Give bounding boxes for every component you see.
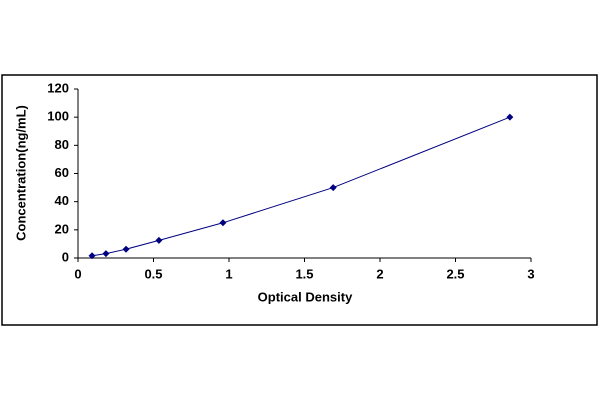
x-tick-label: 0.5: [144, 266, 162, 281]
x-tick-label: 3: [527, 266, 534, 281]
x-tick-label: 2: [376, 266, 383, 281]
y-tick-label: 100: [47, 109, 69, 124]
point: [506, 113, 514, 121]
point: [122, 245, 130, 253]
y-tick-label: 40: [55, 193, 69, 208]
x-tick-label: 2.5: [446, 266, 464, 281]
chart-frame: [1, 74, 598, 326]
y-tick-label: 60: [55, 165, 69, 180]
y-axis-label: Concentration(ng/mL): [13, 105, 28, 241]
y-tick-label: 120: [47, 80, 69, 95]
point: [219, 219, 227, 227]
x-tick-label: 1.5: [295, 266, 313, 281]
point: [102, 250, 110, 258]
y-tick-label: 0: [62, 249, 69, 264]
x-axis-label: Optical Density: [258, 289, 353, 304]
x-tick-label: 1: [225, 266, 232, 281]
point: [88, 252, 96, 260]
y-tick-label: 80: [55, 137, 69, 152]
x-tick-label: 0: [74, 266, 81, 281]
point: [329, 184, 337, 192]
point: [155, 236, 163, 244]
y-tick-label: 20: [55, 221, 69, 236]
